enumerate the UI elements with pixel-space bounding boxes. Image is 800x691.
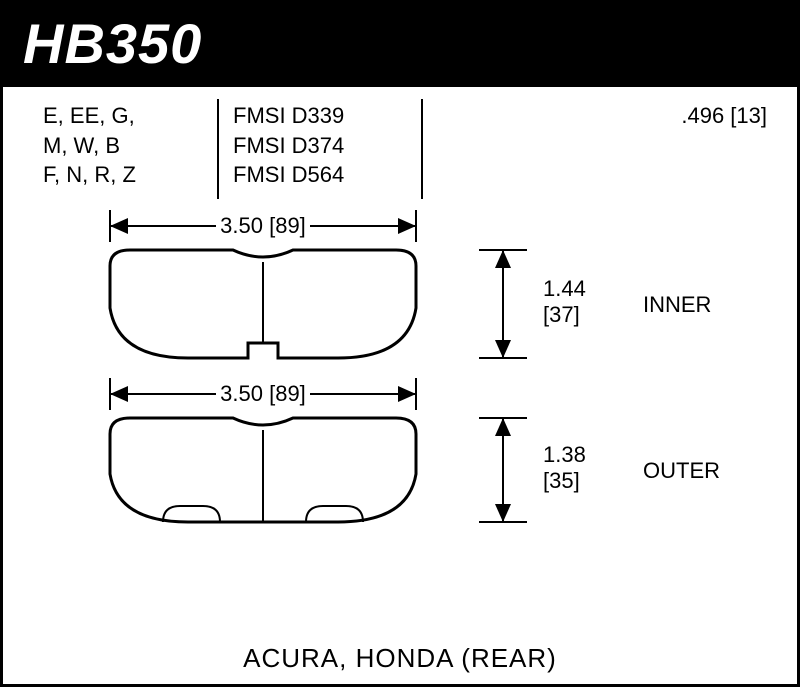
brake-pad-outer-icon	[108, 416, 418, 524]
dimension-arrows-icon	[473, 416, 533, 524]
compound-codes: E, EE, G, M, W, B F, N, R, Z	[43, 101, 213, 190]
part-number: HB350	[23, 11, 777, 76]
compounds-line: E, EE, G,	[43, 101, 203, 131]
inner-width-label: 3.50 [89]	[216, 213, 310, 239]
inner-height-text: 1.44 [37]	[543, 276, 586, 329]
outer-height-mm: [35]	[543, 468, 586, 494]
diagram-area: 3.50 [89] 1.44 [37] INNER	[3, 204, 797, 634]
inner-height-dimension	[473, 248, 533, 360]
outer-width-label: 3.50 [89]	[216, 381, 310, 407]
footer-application: ACURA, HONDA (REAR)	[3, 643, 797, 674]
inner-pad	[108, 248, 418, 360]
header-bar: HB350	[0, 0, 800, 87]
fmsi-line: FMSI D339	[233, 101, 403, 131]
main-frame: E, EE, G, M, W, B F, N, R, Z FMSI D339 F…	[0, 87, 800, 687]
outer-height-in: 1.38	[543, 442, 586, 468]
inner-width-dimension: 3.50 [89]	[108, 204, 418, 248]
compounds-line: M, W, B	[43, 131, 203, 161]
inner-height-in: 1.44	[543, 276, 586, 302]
outer-height-dimension	[473, 416, 533, 524]
dimension-arrows-icon	[473, 248, 533, 360]
fmsi-codes: FMSI D339 FMSI D374 FMSI D564	[213, 101, 403, 190]
fmsi-line: FMSI D564	[233, 160, 403, 190]
outer-width-dimension: 3.50 [89]	[108, 372, 418, 416]
inner-label: INNER	[643, 292, 711, 318]
brake-pad-inner-icon	[108, 248, 418, 360]
inner-height-mm: [37]	[543, 302, 586, 328]
outer-label: OUTER	[643, 458, 720, 484]
outer-pad	[108, 416, 418, 524]
fmsi-line: FMSI D374	[233, 131, 403, 161]
thickness-value: .496 [13]	[661, 101, 767, 190]
info-row: E, EE, G, M, W, B F, N, R, Z FMSI D339 F…	[3, 87, 797, 204]
compounds-line: F, N, R, Z	[43, 160, 203, 190]
divider-2	[421, 99, 423, 199]
outer-height-text: 1.38 [35]	[543, 442, 586, 495]
